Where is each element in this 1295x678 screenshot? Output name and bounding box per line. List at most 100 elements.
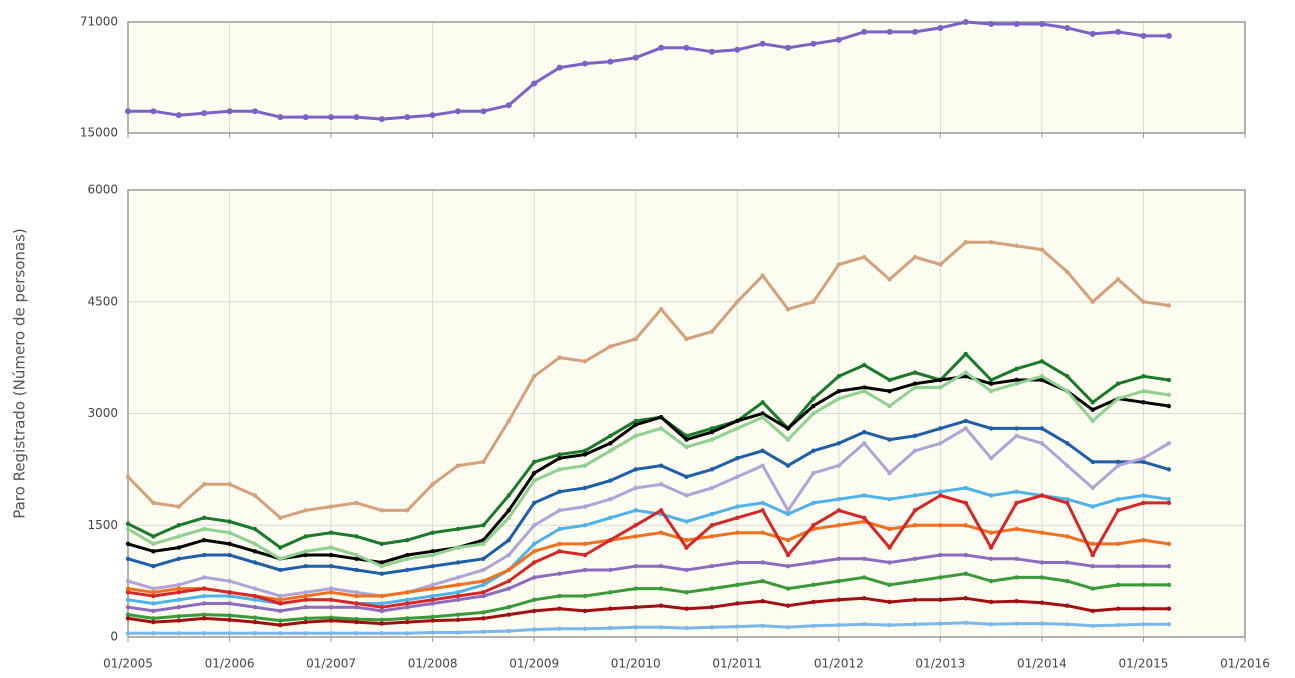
data-point: [912, 523, 918, 528]
data-point: [481, 593, 486, 599]
data-point: [735, 426, 740, 431]
data-point: [1039, 359, 1045, 364]
data-point: [481, 616, 486, 621]
data-point: [379, 571, 385, 576]
data-point: [379, 560, 385, 565]
data-point: [912, 381, 918, 386]
data-point: [557, 452, 562, 457]
data-point: [861, 28, 868, 35]
data-point: [632, 54, 639, 61]
data-point: [862, 441, 867, 446]
data-point: [735, 299, 740, 304]
data-point: [328, 586, 334, 591]
data-point: [201, 515, 207, 520]
data-point: [405, 605, 410, 610]
data-point: [988, 388, 994, 394]
data-point: [379, 593, 385, 599]
data-point: [278, 515, 283, 520]
data-point: [988, 530, 994, 535]
data-point: [252, 605, 258, 610]
data-point: [430, 582, 435, 588]
data-point: [353, 114, 360, 121]
data-point: [278, 618, 283, 623]
data-point: [455, 617, 461, 623]
data-point: [125, 541, 131, 547]
data-point: [988, 239, 994, 245]
data-point: [785, 463, 791, 468]
data-point: [506, 605, 511, 610]
data-point: [760, 448, 765, 453]
data-point: [938, 493, 943, 498]
data-point: [328, 545, 334, 550]
data-point: [430, 552, 435, 558]
series-line: [128, 621, 1169, 635]
data-point: [658, 586, 664, 591]
y-tick-label: 15000: [80, 126, 118, 140]
data-point: [227, 519, 232, 524]
data-point: [658, 482, 664, 487]
data-point: [708, 48, 715, 55]
x-tick-label: 01/2015: [1119, 657, 1169, 671]
data-point: [836, 388, 842, 394]
data-point: [303, 549, 308, 554]
data-point: [1013, 20, 1020, 27]
data-point: [354, 601, 359, 606]
data-point: [455, 575, 461, 580]
data-point: [988, 622, 994, 627]
data-point: [201, 575, 207, 580]
x-tick-label: 01/2013: [915, 657, 965, 671]
data-point: [227, 593, 232, 599]
data-point: [963, 426, 968, 431]
data-point: [658, 625, 664, 630]
data-point: [760, 400, 765, 405]
data-point: [785, 511, 791, 517]
data-point: [811, 500, 816, 506]
data-point: [1039, 374, 1045, 379]
data-point: [836, 597, 842, 602]
y-tick-label: 6000: [87, 183, 118, 197]
data-point: [836, 523, 842, 528]
data-point: [912, 622, 918, 627]
data-point: [455, 560, 461, 565]
data-point: [836, 622, 842, 628]
data-point: [405, 631, 410, 636]
data-point: [608, 433, 613, 439]
data-point: [1039, 575, 1045, 580]
data-point: [379, 564, 385, 569]
y-tick-label: 1500: [87, 518, 118, 532]
data-point: [633, 625, 638, 630]
data-point: [278, 593, 283, 599]
data-point: [557, 467, 562, 472]
data-point: [760, 560, 765, 565]
data-point: [227, 552, 232, 558]
data-point: [278, 631, 283, 636]
data-point: [785, 437, 791, 442]
data-point: [1115, 606, 1121, 611]
data-point: [1065, 578, 1070, 584]
data-point: [1039, 600, 1045, 605]
data-point: [887, 582, 892, 588]
data-point: [1090, 459, 1095, 465]
data-point: [760, 273, 765, 278]
data-point: [684, 606, 689, 611]
data-point: [1065, 441, 1070, 446]
data-point: [328, 564, 334, 569]
data-point: [506, 537, 511, 543]
data-point: [430, 549, 435, 554]
data-point: [887, 496, 892, 502]
data-point: [735, 582, 740, 588]
data-point: [912, 448, 918, 453]
data-point: [481, 590, 486, 595]
data-point: [1090, 504, 1095, 509]
data-point: [201, 601, 207, 606]
data-point: [125, 108, 131, 115]
data-point: [404, 114, 411, 121]
data-point: [151, 593, 156, 599]
data-point: [175, 112, 182, 119]
data-point: [862, 388, 867, 394]
data-point: [430, 614, 435, 620]
data-point: [633, 433, 638, 439]
data-point: [1166, 541, 1172, 547]
data-point: [709, 437, 715, 442]
data-point: [1065, 269, 1070, 275]
